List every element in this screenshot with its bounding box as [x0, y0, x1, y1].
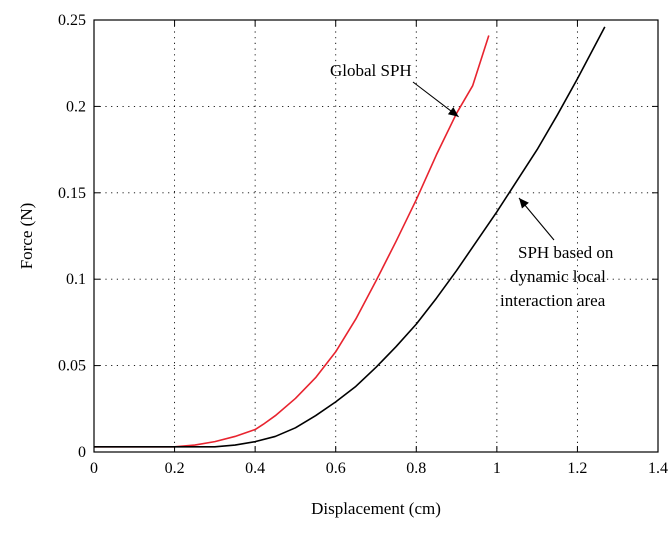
annotation-label: interaction area	[500, 291, 606, 310]
x-tick-label: 0.8	[406, 460, 426, 477]
y-tick-label: 0.25	[58, 12, 86, 29]
y-tick-label: 0.2	[66, 98, 86, 115]
ticks: 0 0.2 0.4 0.6 0.8 1 1.2 1.4 0 0.05 0.1 0.15 0.2 0.25	[58, 12, 668, 477]
annotation-arrow-head	[447, 107, 459, 117]
x-tick-label: 0.6	[326, 460, 346, 477]
annotation-label: dynamic local	[510, 267, 606, 286]
series-line-dynamic-local-sph	[94, 26, 606, 448]
y-tick-label: 0.1	[66, 271, 86, 288]
x-tick-label: 0.4	[245, 460, 265, 477]
plot-frame	[93, 19, 659, 453]
x-tick-label: 0.2	[165, 460, 185, 477]
x-tick-label: 1	[493, 460, 501, 477]
y-tick-label: 0.05	[58, 358, 86, 375]
y-tick-label: 0.15	[58, 185, 86, 202]
x-tick-label: 1.2	[567, 460, 587, 477]
x-axis-label: Displacement (cm)	[311, 499, 441, 518]
annotation-arrow-head	[519, 197, 529, 209]
series-line-global-sph	[94, 35, 490, 448]
annotations: Global SPH SPH based on dynamic local inter…	[330, 61, 614, 310]
annotation-label: Global SPH	[330, 61, 412, 80]
series-group	[94, 26, 606, 448]
y-tick-label: 0	[78, 444, 86, 461]
grid	[94, 20, 658, 452]
x-tick-label: 0	[90, 460, 98, 477]
y-axis-label: Force (N)	[17, 203, 36, 270]
x-tick-label: 1.4	[648, 460, 668, 477]
annotation-label: SPH based on	[518, 243, 614, 262]
